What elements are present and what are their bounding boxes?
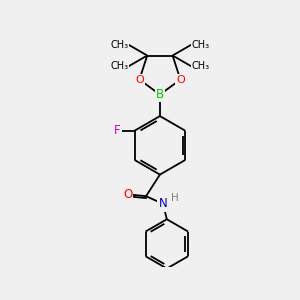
Text: CH₃: CH₃ <box>110 61 129 71</box>
Text: O: O <box>176 75 185 85</box>
Text: CH₃: CH₃ <box>191 61 209 71</box>
Text: CH₃: CH₃ <box>191 40 209 50</box>
Text: B: B <box>156 88 164 101</box>
Text: F: F <box>114 124 121 137</box>
Text: H: H <box>171 193 178 203</box>
Text: N: N <box>159 197 167 210</box>
Text: CH₃: CH₃ <box>110 40 129 50</box>
Text: O: O <box>135 75 144 85</box>
Text: O: O <box>123 188 132 201</box>
